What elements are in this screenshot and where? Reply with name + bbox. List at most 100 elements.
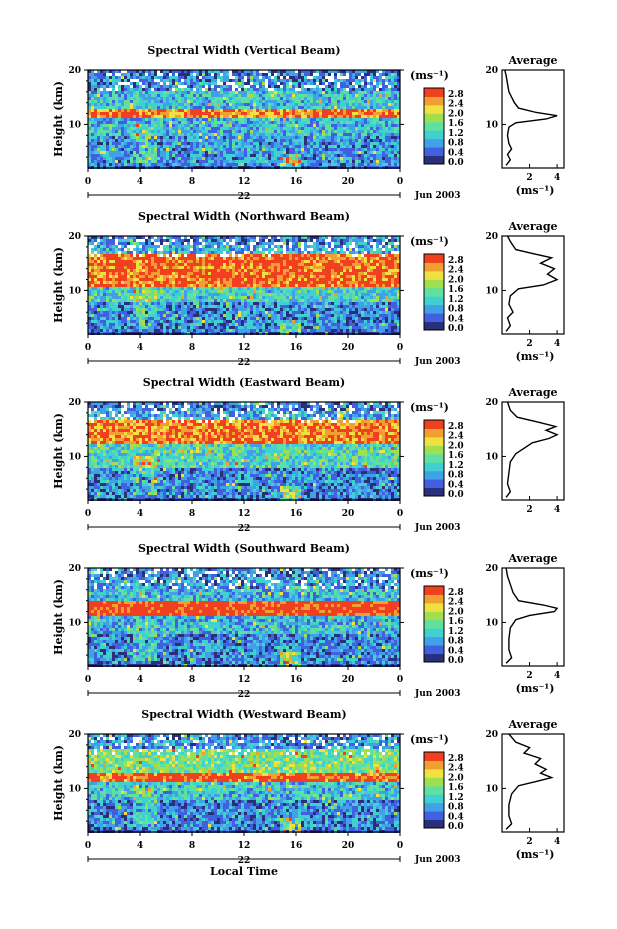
heatmap-cell (373, 127, 376, 130)
heatmap-cell (325, 97, 328, 100)
heatmap-cell (340, 133, 343, 136)
heatmap-cell (190, 254, 193, 257)
heatmap-cell (178, 251, 181, 254)
heatmap-cell (343, 163, 346, 166)
heatmap-cell (223, 133, 226, 136)
heatmap-cell (157, 136, 160, 139)
heatmap-cell (157, 139, 160, 142)
heatmap-cell (379, 157, 382, 160)
heatmap-cell (385, 248, 388, 251)
heatmap-cell (397, 266, 400, 269)
heatmap-cell (211, 82, 214, 85)
heatmap-cell (232, 257, 235, 260)
heatmap-cell (322, 100, 325, 103)
heatmap-cell (106, 139, 109, 142)
heatmap-cell (169, 145, 172, 148)
heatmap-cell (316, 136, 319, 139)
heatmap-cell (394, 97, 397, 100)
heatmap-cell (388, 106, 391, 109)
heatmap-cell (223, 281, 226, 284)
heatmap-cell (115, 103, 118, 106)
heatmap-cell (277, 76, 280, 79)
heatmap-cell (256, 157, 259, 160)
heatmap-cell (298, 124, 301, 127)
heatmap-cell (121, 275, 124, 278)
heatmap-cell (226, 97, 229, 100)
heatmap-cell (145, 139, 148, 142)
heatmap-cell (247, 163, 250, 166)
heatmap-cell (277, 133, 280, 136)
heatmap-cell (193, 284, 196, 287)
heatmap-cell (91, 278, 94, 281)
heatmap-cell (130, 124, 133, 127)
heatmap-cell (292, 248, 295, 251)
heatmap-cell (133, 100, 136, 103)
heatmap-cell (130, 106, 133, 109)
heatmap-cell (373, 257, 376, 260)
heatmap-cell (187, 124, 190, 127)
heatmap-cell (292, 260, 295, 263)
heatmap-cell (280, 124, 283, 127)
heatmap-cell (193, 133, 196, 136)
heatmap-cell (127, 263, 130, 266)
heatmap-cell (193, 139, 196, 142)
y-tick-label: 10 (68, 120, 81, 130)
heatmap-cell (277, 142, 280, 145)
heatmap-cell (301, 139, 304, 142)
heatmap-cell (214, 118, 217, 121)
heatmap-cell (286, 239, 289, 242)
heatmap-cell (316, 76, 319, 79)
heatmap-cell (379, 139, 382, 142)
heatmap-cell (268, 97, 271, 100)
heatmap-cell (97, 106, 100, 109)
heatmap-cell (262, 145, 265, 148)
heatmap-cell (166, 257, 169, 260)
heatmap-cell (358, 236, 361, 239)
heatmap-cell (349, 106, 352, 109)
heatmap-cell (121, 127, 124, 130)
heatmap-cell (385, 157, 388, 160)
heatmap-cell (187, 100, 190, 103)
heatmap-cell (337, 100, 340, 103)
heatmap-cell (217, 236, 220, 239)
heatmap-cell (109, 97, 112, 100)
heatmap-cell (190, 245, 193, 248)
heatmap-cell (133, 127, 136, 130)
heatmap-cell (229, 121, 232, 124)
heatmap-cell (94, 236, 97, 239)
heatmap-cell (334, 97, 337, 100)
heatmap-cell (370, 100, 373, 103)
heatmap-cell (280, 148, 283, 151)
heatmap-cell (151, 70, 154, 73)
heatmap-cell (370, 106, 373, 109)
heatmap-cell (313, 139, 316, 142)
heatmap-cell (241, 266, 244, 269)
heatmap-cell (190, 133, 193, 136)
heatmap-cell (124, 73, 127, 76)
heatmap-cell (148, 148, 151, 151)
heatmap-cell (172, 266, 175, 269)
heatmap-cell (280, 245, 283, 248)
heatmap-cell (196, 272, 199, 275)
heatmap-cell (139, 236, 142, 239)
heatmap-cell (163, 109, 166, 112)
colorbar-frame (423, 87, 445, 165)
heatmap-cell (376, 100, 379, 103)
heatmap-cell (145, 148, 148, 151)
heatmap-cell (250, 121, 253, 124)
heatmap-cell (184, 73, 187, 76)
heatmap-cell (124, 278, 127, 281)
heatmap-cell (262, 136, 265, 139)
heatmap-cell (169, 112, 172, 115)
heatmap-cell (154, 112, 157, 115)
heatmap-cell (115, 263, 118, 266)
heatmap-cell (274, 85, 277, 88)
heatmap-cell (367, 124, 370, 127)
heatmap-cell (109, 109, 112, 112)
heatmap-cell (325, 260, 328, 263)
heatmap-cell (289, 85, 292, 88)
heatmap-cell (310, 251, 313, 254)
heatmap-cell (379, 275, 382, 278)
heatmap-cell (274, 260, 277, 263)
heatmap-cell (319, 251, 322, 254)
